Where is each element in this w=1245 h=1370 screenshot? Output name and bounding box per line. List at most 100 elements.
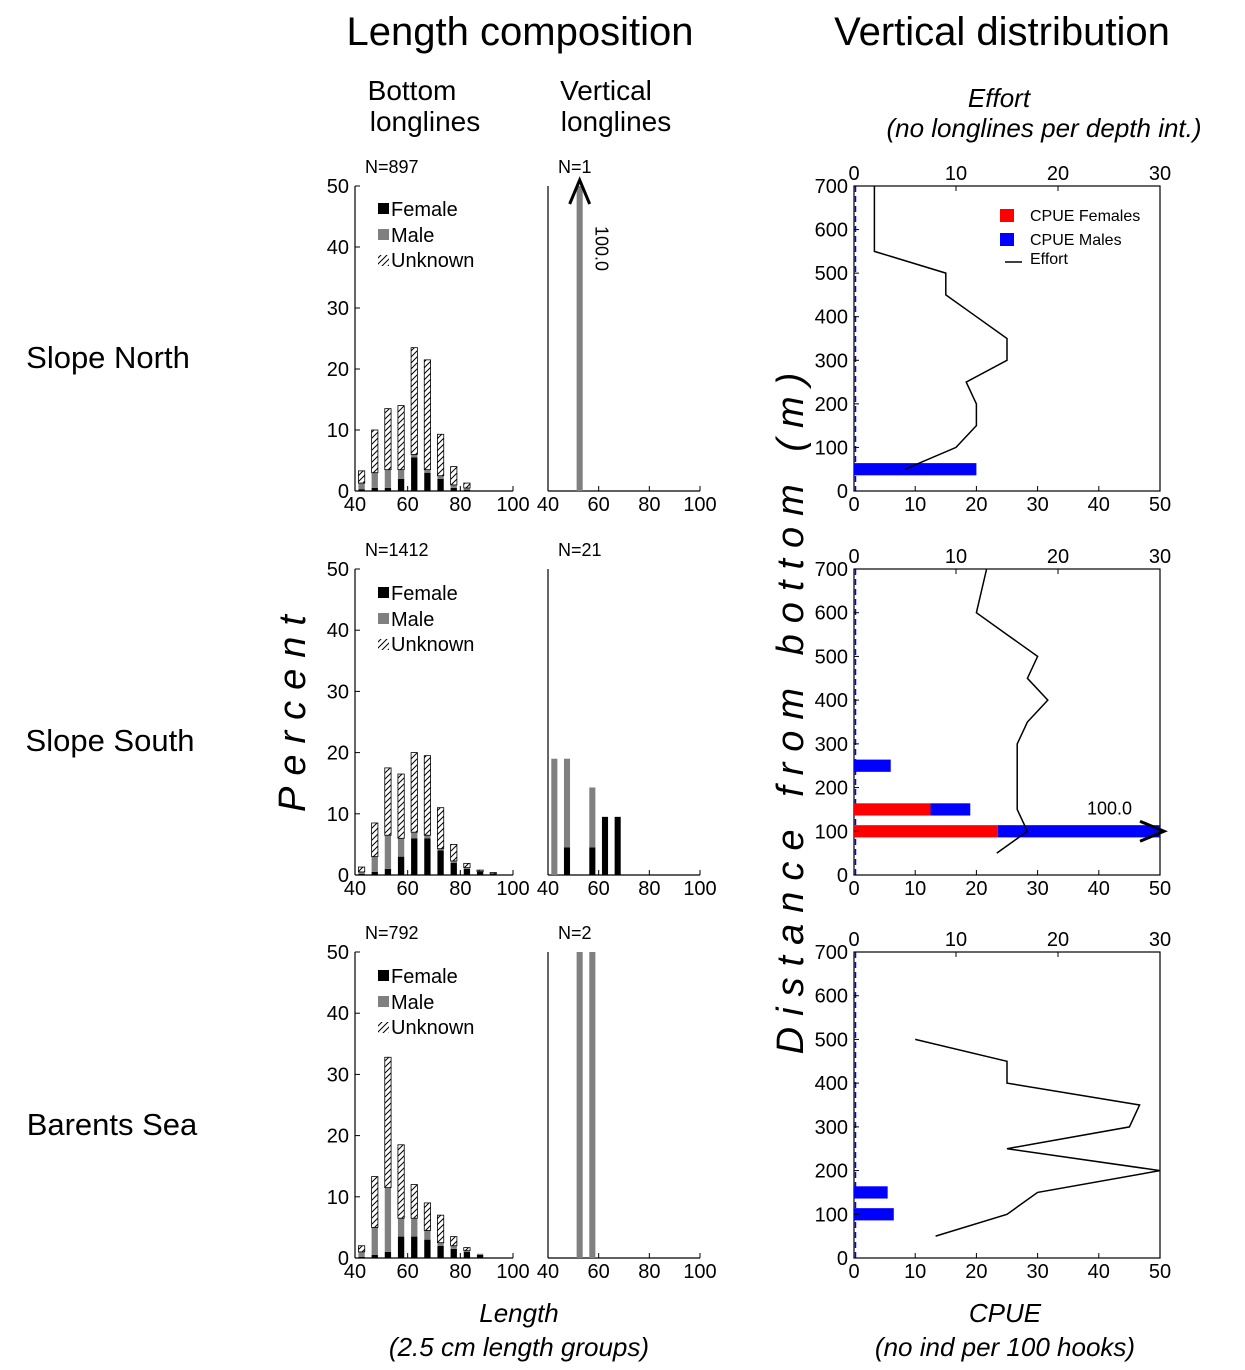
x-tick-label: 100 xyxy=(683,494,716,516)
y-tick-label: 30 xyxy=(327,681,349,703)
x-tick-label: 10 xyxy=(904,1261,926,1283)
legend-male-label: Male xyxy=(391,992,434,1014)
bar-female xyxy=(490,873,497,875)
y-tick-label: 0 xyxy=(837,865,848,887)
bar-unknown xyxy=(384,408,392,471)
bar-unknown xyxy=(489,872,497,875)
y-tick-label: 0 xyxy=(338,865,349,887)
bar-female xyxy=(424,472,431,491)
x-tick-label: 20 xyxy=(965,1261,987,1283)
bar-female xyxy=(411,1236,418,1258)
x-tick-label: 40 xyxy=(1088,878,1110,900)
bar-male xyxy=(437,1242,444,1246)
bar-female xyxy=(371,871,378,875)
effort-tick-label: 0 xyxy=(848,546,859,568)
legend-female-swatch xyxy=(378,203,389,214)
legend-cpue-males-swatch xyxy=(1000,233,1014,246)
x-tick-label: 80 xyxy=(638,878,660,900)
panel-slope-north-bottom-longlines: N=897 40 60 80 100 0 10 20 30 40 50 xyxy=(327,157,530,516)
bar-female xyxy=(411,838,418,875)
bar-unknown xyxy=(463,482,471,489)
x-tick-label: 10 xyxy=(904,878,926,900)
bar-unknown xyxy=(450,844,458,862)
legend-unknown-label: Unknown xyxy=(391,1017,474,1039)
bar-cpue-males xyxy=(854,1208,894,1221)
bar-female xyxy=(476,871,484,875)
x-tick-label: 40 xyxy=(344,494,366,516)
y-tick-label: 700 xyxy=(815,176,848,198)
legend-effort-label: Effort xyxy=(1030,251,1069,268)
vertical-longlines-title-1: Vertical xyxy=(560,75,652,106)
bar-unknown xyxy=(463,1247,471,1252)
bar-female xyxy=(397,1236,405,1258)
bar-unknown xyxy=(410,1184,418,1219)
bar-male xyxy=(411,832,418,839)
y-tick-label: 600 xyxy=(815,220,848,242)
length-legend-row3: Female Male Unknown xyxy=(378,966,474,1039)
x-tick-label: 40 xyxy=(537,1261,559,1283)
bar-female xyxy=(371,1254,378,1258)
bar-male xyxy=(411,1218,418,1237)
x-tick-label: 60 xyxy=(588,1261,610,1283)
bar-male xyxy=(358,483,365,490)
y-tick-label: 200 xyxy=(815,1161,848,1183)
legend-female-swatch xyxy=(378,587,389,598)
bar-male xyxy=(397,1218,405,1237)
x-tick-label: 60 xyxy=(397,1261,419,1283)
y-tick-label: 300 xyxy=(815,734,848,756)
legend-male-label: Male xyxy=(391,609,434,631)
bar-female xyxy=(563,847,571,875)
x-tick-label: 20 xyxy=(965,494,987,516)
bar-male xyxy=(371,856,378,872)
bar-male xyxy=(463,487,471,490)
bar-female xyxy=(450,862,457,875)
bar-male xyxy=(563,758,571,848)
effort-tick-label: 10 xyxy=(945,163,967,185)
bar-female xyxy=(358,489,365,491)
legend-cpue-females-swatch xyxy=(1000,209,1014,222)
effort-tick-label: 30 xyxy=(1149,163,1171,185)
bar-female xyxy=(397,478,405,491)
bar-male xyxy=(437,475,444,479)
bar-unknown xyxy=(397,773,405,839)
bar-unknown xyxy=(371,429,379,474)
bar-cpue-females xyxy=(854,803,931,816)
effort-tick-label: 0 xyxy=(848,163,859,185)
bar-male xyxy=(476,1253,484,1255)
bar-female xyxy=(437,850,444,875)
cpue-legend: CPUE Females CPUE Males Effort xyxy=(1000,208,1140,268)
y-tick-label: 50 xyxy=(327,942,349,964)
legend-male-swatch xyxy=(378,996,389,1007)
overflow-label: 100.0 xyxy=(1087,798,1132,818)
legend-unknown-swatch xyxy=(378,255,389,266)
cpue-axis-title-1: CPUE xyxy=(969,1298,1042,1328)
bar-unknown xyxy=(358,1245,366,1253)
y-tick-label: 50 xyxy=(327,176,349,198)
percent-axis-title: Percent xyxy=(272,604,314,812)
x-tick-label: 80 xyxy=(638,1261,660,1283)
bar-male xyxy=(424,469,431,473)
bar-male xyxy=(371,1227,378,1255)
effort-tick-label: 0 xyxy=(848,929,859,951)
bar-female xyxy=(589,847,596,875)
bar-unknown xyxy=(476,869,484,872)
bar-male xyxy=(589,787,596,848)
y-tick-label: 700 xyxy=(815,559,848,581)
legend-male-label: Male xyxy=(391,225,434,247)
y-tick-label: 200 xyxy=(815,394,848,416)
effort-line xyxy=(915,1038,1161,1237)
y-tick-label: 20 xyxy=(327,359,349,381)
vertical-longlines-title-2: longlines xyxy=(561,106,672,137)
panel-slope-south-bottom-longlines: N=1412 40 60 80 100 0 10 20 30 40 50 xyxy=(327,540,530,900)
bar-male xyxy=(450,484,457,488)
overflow-label: 100.0 xyxy=(592,226,612,271)
y-tick-label: 400 xyxy=(815,307,848,329)
bar-male xyxy=(589,952,596,1258)
y-tick-label: 40 xyxy=(327,237,349,259)
bar-cpue-males xyxy=(997,825,1160,838)
bar-unknown xyxy=(437,433,445,477)
effort-tick-label: 20 xyxy=(1047,546,1069,568)
n-label: N=1 xyxy=(558,157,592,177)
